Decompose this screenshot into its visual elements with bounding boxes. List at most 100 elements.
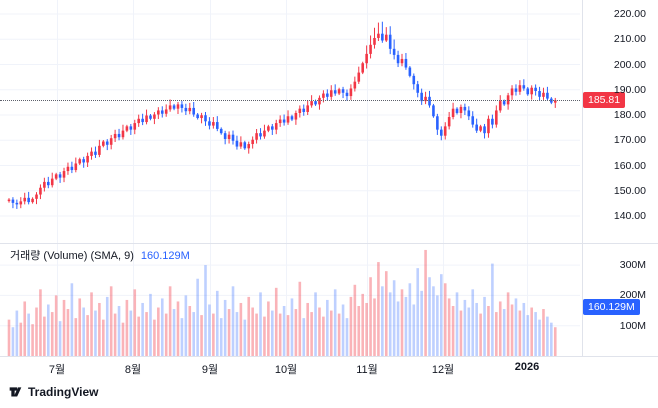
volume-bar [70,283,74,356]
volume-bar [235,312,239,356]
volume-bar [294,309,298,356]
candle [408,66,412,78]
candle [306,100,309,115]
volume-bar [172,309,176,356]
candle [78,157,82,165]
volume-bar [219,318,223,356]
candle [530,85,533,100]
last-price-line [0,100,580,102]
candle [66,162,70,175]
volume-bar [62,299,66,356]
candle [219,127,223,135]
candle [231,130,235,145]
volume-bar [11,327,15,356]
candle [121,124,125,140]
volume-bar [157,307,160,356]
candle [125,124,129,133]
candle [227,131,231,144]
candle [518,80,522,95]
volume-bar [463,299,467,356]
candle [180,101,184,113]
volume-bar [428,277,431,356]
candle [318,95,321,110]
volume-bar [282,306,286,356]
candle [235,135,239,150]
volume-bar [384,271,388,356]
volume-bar [553,327,557,356]
price-axis-label: 220.00 [613,8,646,20]
candle [98,139,101,158]
candle [286,110,290,125]
candle [58,171,62,183]
candle [105,139,109,151]
volume-bar [357,306,361,356]
candle [196,112,199,120]
candle [459,104,463,119]
candle [278,115,282,127]
candle [451,102,455,120]
volume-bar [58,321,62,356]
volume-bar [278,313,282,356]
candle [251,136,254,149]
volume-bar [129,310,133,356]
volume-bar [487,306,490,356]
candle [31,197,34,204]
candle [353,76,357,92]
volume-bar [212,313,215,356]
candle [553,97,557,108]
volume-bar [491,263,494,356]
right-price-scale[interactable]: 185.81 160.129M 220.00 210.00 200.00 190.00… [582,0,658,356]
structure-lines [0,0,658,357]
candle [263,124,266,139]
price-axis-label: 170.00 [613,134,646,147]
volume-bar [215,290,219,356]
candle [467,106,471,121]
candle [345,89,349,101]
volume-bar [459,310,463,356]
volume-bar [15,310,19,356]
time-axis-label: 12월 [431,364,455,376]
volume-bar [259,292,262,356]
candle [47,176,50,189]
candle [82,156,85,168]
candle [70,161,74,174]
grid-layer [0,0,580,356]
tradingview-logo-icon [9,387,22,397]
candle [247,141,251,154]
candle [102,139,105,148]
volume-bar [443,283,447,356]
volume-bar [432,286,435,356]
time-axis-label: 2026 [514,361,540,373]
candle [54,172,58,181]
volume-bar [145,312,148,356]
candle [546,86,549,101]
candle [471,111,475,128]
volume-bar [74,318,78,356]
volume-bar [35,307,38,356]
volume-bar [333,289,337,356]
tradingview-logo[interactable]: TradingView [8,384,98,399]
volume-legend-title: 거래량 (Volume) (SMA, 9) [10,250,134,262]
candle [74,157,78,173]
volume-bar [498,301,502,356]
volume-bar [502,309,506,356]
candle [491,114,494,129]
candle [86,152,89,168]
volume-bar [396,301,400,356]
time-axis[interactable]: 7월 8월 9월 10월 11월 12월 2026 [0,357,658,379]
volume-bar [388,292,392,356]
candle [487,115,490,138]
volume-bar [538,319,541,356]
time-axis-label: 8월 [124,364,142,376]
candle [188,102,192,115]
volume-bar [349,296,353,356]
volume-bar [373,298,376,356]
candle [542,87,545,100]
volume-bar [196,278,199,356]
volume-bar [251,307,254,356]
volume-legend: 거래량 (Volume) (SMA, 9) 160.129M [10,247,190,263]
candle [396,50,400,68]
volume-bar [188,306,192,356]
volume-bar [530,307,533,356]
